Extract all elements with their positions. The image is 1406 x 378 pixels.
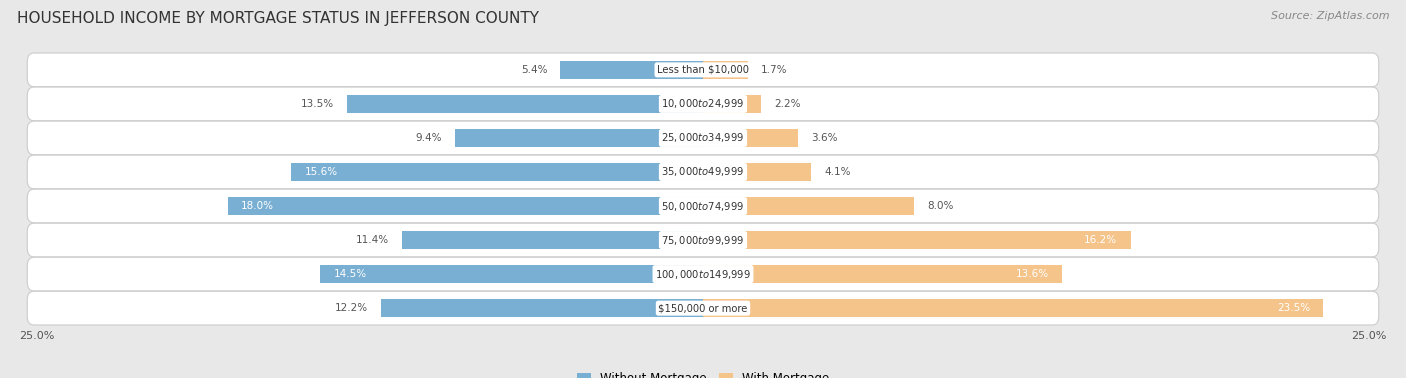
Text: 13.5%: 13.5% [301,99,333,109]
Text: 14.5%: 14.5% [333,269,367,279]
FancyBboxPatch shape [27,155,1379,189]
Bar [703,60,748,79]
Text: 25.0%: 25.0% [1351,331,1386,341]
Text: 16.2%: 16.2% [1084,235,1118,245]
Text: 18.0%: 18.0% [240,201,274,211]
Bar [703,163,811,181]
Text: $10,000 to $24,999: $10,000 to $24,999 [661,98,745,110]
Bar [703,265,1062,284]
Bar [456,129,703,147]
Text: HOUSEHOLD INCOME BY MORTGAGE STATUS IN JEFFERSON COUNTY: HOUSEHOLD INCOME BY MORTGAGE STATUS IN J… [17,11,538,26]
Text: 3.6%: 3.6% [811,133,838,143]
FancyBboxPatch shape [27,53,1379,87]
Text: 9.4%: 9.4% [415,133,441,143]
FancyBboxPatch shape [27,189,1379,223]
Text: $50,000 to $74,999: $50,000 to $74,999 [661,200,745,212]
Bar [703,197,914,215]
Text: $150,000 or more: $150,000 or more [658,303,748,313]
Text: 2.2%: 2.2% [775,99,801,109]
Bar [291,163,703,181]
Legend: Without Mortgage, With Mortgage: Without Mortgage, With Mortgage [572,367,834,378]
Text: 13.6%: 13.6% [1015,269,1049,279]
Bar [381,299,703,318]
Text: 8.0%: 8.0% [928,201,953,211]
Text: 11.4%: 11.4% [356,235,389,245]
Bar [703,94,761,113]
FancyBboxPatch shape [27,87,1379,121]
Text: 5.4%: 5.4% [520,65,547,75]
Bar [703,129,799,147]
Text: 12.2%: 12.2% [335,303,368,313]
Text: 23.5%: 23.5% [1277,303,1310,313]
FancyBboxPatch shape [27,291,1379,325]
FancyBboxPatch shape [27,257,1379,291]
Text: Less than $10,000: Less than $10,000 [657,65,749,75]
Bar [321,265,703,284]
Text: $75,000 to $99,999: $75,000 to $99,999 [661,234,745,246]
Text: $100,000 to $149,999: $100,000 to $149,999 [655,268,751,280]
Text: $25,000 to $34,999: $25,000 to $34,999 [661,132,745,144]
Bar [561,60,703,79]
FancyBboxPatch shape [27,121,1379,155]
FancyBboxPatch shape [27,223,1379,257]
Bar [402,231,703,249]
Text: 25.0%: 25.0% [20,331,55,341]
Text: 4.1%: 4.1% [824,167,851,177]
Text: 15.6%: 15.6% [305,167,337,177]
Bar [347,94,703,113]
Text: Source: ZipAtlas.com: Source: ZipAtlas.com [1271,11,1389,21]
Bar [228,197,703,215]
Text: 1.7%: 1.7% [761,65,787,75]
Bar [703,299,1323,318]
Bar [703,231,1130,249]
Text: $35,000 to $49,999: $35,000 to $49,999 [661,166,745,178]
